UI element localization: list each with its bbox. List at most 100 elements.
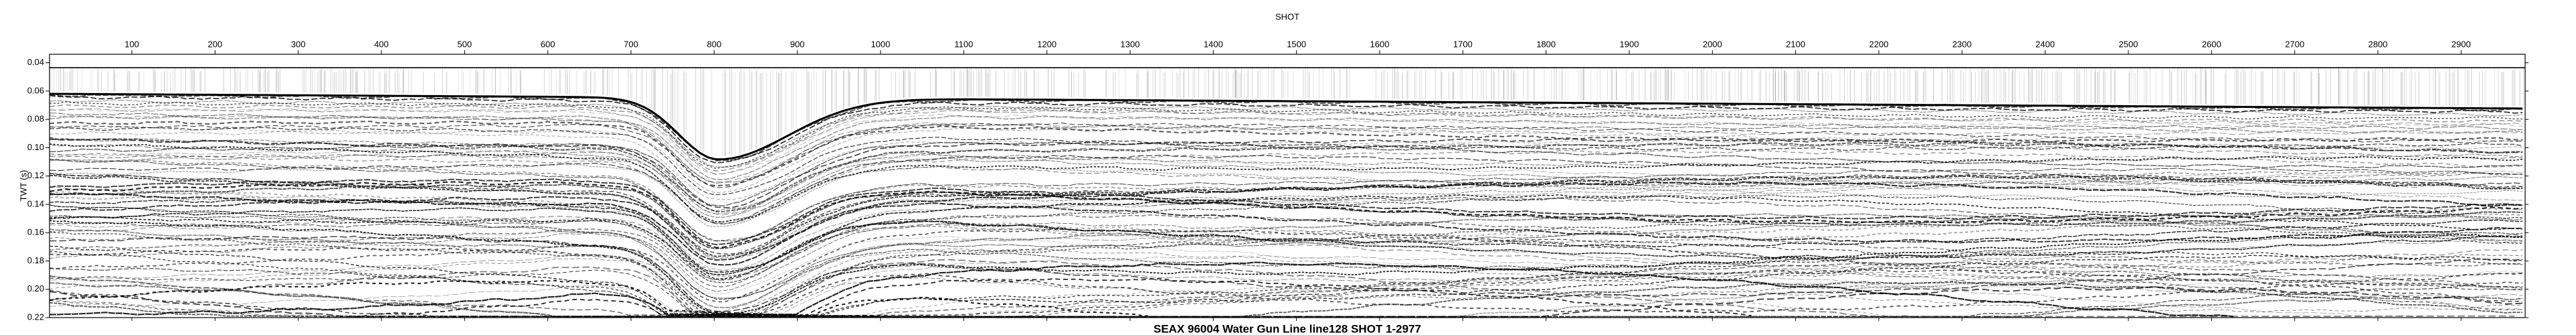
chart-title: SEAX 96004 Water Gun Line line128 SHOT 1…: [1154, 322, 1421, 335]
reflector: [49, 249, 2523, 316]
y-tick-label: 0.04: [27, 57, 44, 67]
reflector: [49, 286, 2523, 318]
reflector: [49, 267, 2523, 318]
reflector: [49, 123, 2522, 188]
seismic-section: [49, 66, 2525, 318]
reflector: [49, 279, 1150, 318]
reflector: [49, 127, 2523, 194]
y-tick-label: 0.10: [27, 142, 44, 152]
x-tick-label: 1000: [871, 39, 891, 49]
seafloor: [49, 92, 2523, 161]
y-tick-label: 0.14: [27, 198, 44, 208]
x-tick-label: 1300: [1121, 39, 1140, 49]
reflector: [49, 247, 2523, 317]
x-tick-label: 2200: [1869, 39, 1889, 49]
reflector: [49, 259, 2515, 318]
reflector: [49, 173, 2523, 259]
reflector: [49, 181, 2523, 266]
x-tick-label: 2000: [1703, 39, 1722, 49]
reflector: [49, 275, 2523, 318]
x-tick-label: 1900: [1620, 39, 1639, 49]
reflector: [49, 154, 2523, 223]
reflector: [49, 198, 2522, 273]
y-tick-label: 0.18: [27, 255, 44, 265]
x-tick-label: 300: [291, 39, 306, 49]
reflector: [49, 143, 2523, 215]
y-tick-label: 0.22: [27, 312, 44, 322]
x-tick-label: 1100: [954, 39, 973, 49]
reflector: [354, 277, 1752, 318]
reflector: [50, 261, 2234, 318]
x-tick-label: 2100: [1786, 39, 1805, 49]
reflector: [49, 137, 2523, 208]
reflector: [49, 196, 2523, 277]
reflector: [49, 115, 2523, 183]
reflector: [49, 204, 2523, 299]
reflector: [49, 222, 2522, 292]
reflector: [49, 269, 2523, 318]
reflector: [49, 207, 2523, 275]
reflector: [49, 178, 2523, 245]
reflector: [49, 141, 2523, 207]
x-tick-label: 800: [707, 39, 722, 49]
reflector: [49, 109, 2523, 174]
x-tick-label: 2800: [2368, 39, 2387, 49]
y-tick-label: 0.16: [27, 227, 44, 237]
x-tick-label: 2500: [2118, 39, 2138, 49]
x-tick-label: 2300: [1952, 39, 1972, 49]
reflector: [49, 113, 2523, 184]
reflector: [49, 197, 2523, 280]
reflector: [49, 154, 2523, 224]
reflector: [49, 173, 2523, 260]
reflector: [49, 214, 2523, 288]
reflector: [49, 138, 2523, 212]
reflector: [49, 149, 2523, 224]
x-tick-label: 900: [790, 39, 805, 49]
x-tick-label: 1500: [1287, 39, 1306, 49]
x-tick-label: 1800: [1536, 39, 1556, 49]
x-tick-label: 2900: [2452, 39, 2471, 49]
x-tick-label: 2700: [2285, 39, 2304, 49]
y-tick-label: 0.12: [27, 170, 44, 180]
x-tick-label: 2600: [2202, 39, 2221, 49]
x-tick-label: 2400: [2035, 39, 2055, 49]
reflector: [49, 127, 2523, 196]
reflector: [860, 287, 1905, 318]
reflector: [49, 126, 2523, 200]
reflector: [49, 94, 2523, 164]
reflector: [49, 152, 2523, 218]
reflector: [49, 220, 2523, 315]
reflector: [49, 261, 2522, 317]
reflector: [49, 237, 2523, 318]
x-tick-label: 1400: [1204, 39, 1223, 49]
reflector: [49, 149, 2523, 214]
x-tick-label: 200: [208, 39, 223, 49]
x-tick-label: 100: [124, 39, 139, 49]
reflector: [49, 108, 2523, 175]
x-tick-label: 700: [624, 39, 638, 49]
reflector: [49, 159, 2523, 242]
reflector: [49, 282, 2523, 318]
reflector: [49, 181, 2523, 249]
reflector: [49, 194, 2523, 280]
reflector: [49, 184, 2523, 249]
reflector: [49, 237, 2523, 316]
y-tick-label: 0.06: [27, 85, 44, 95]
reflector: [49, 220, 2523, 318]
reflector: [49, 143, 2523, 223]
reflector: [49, 121, 2523, 187]
reflector: [49, 231, 2523, 295]
x-tick-label: 600: [541, 39, 555, 49]
y-tick-label: 0.08: [27, 114, 44, 124]
x-tick-label: 1700: [1453, 39, 1473, 49]
reflector: [49, 255, 2427, 318]
reflector: [49, 273, 2523, 318]
reflector: [49, 228, 2523, 303]
reflector: [49, 281, 2523, 318]
reflector: [50, 271, 2523, 318]
reflector: [49, 104, 2523, 172]
reflector: [49, 215, 2523, 281]
x-axis-label: SHOT: [1275, 11, 1299, 21]
